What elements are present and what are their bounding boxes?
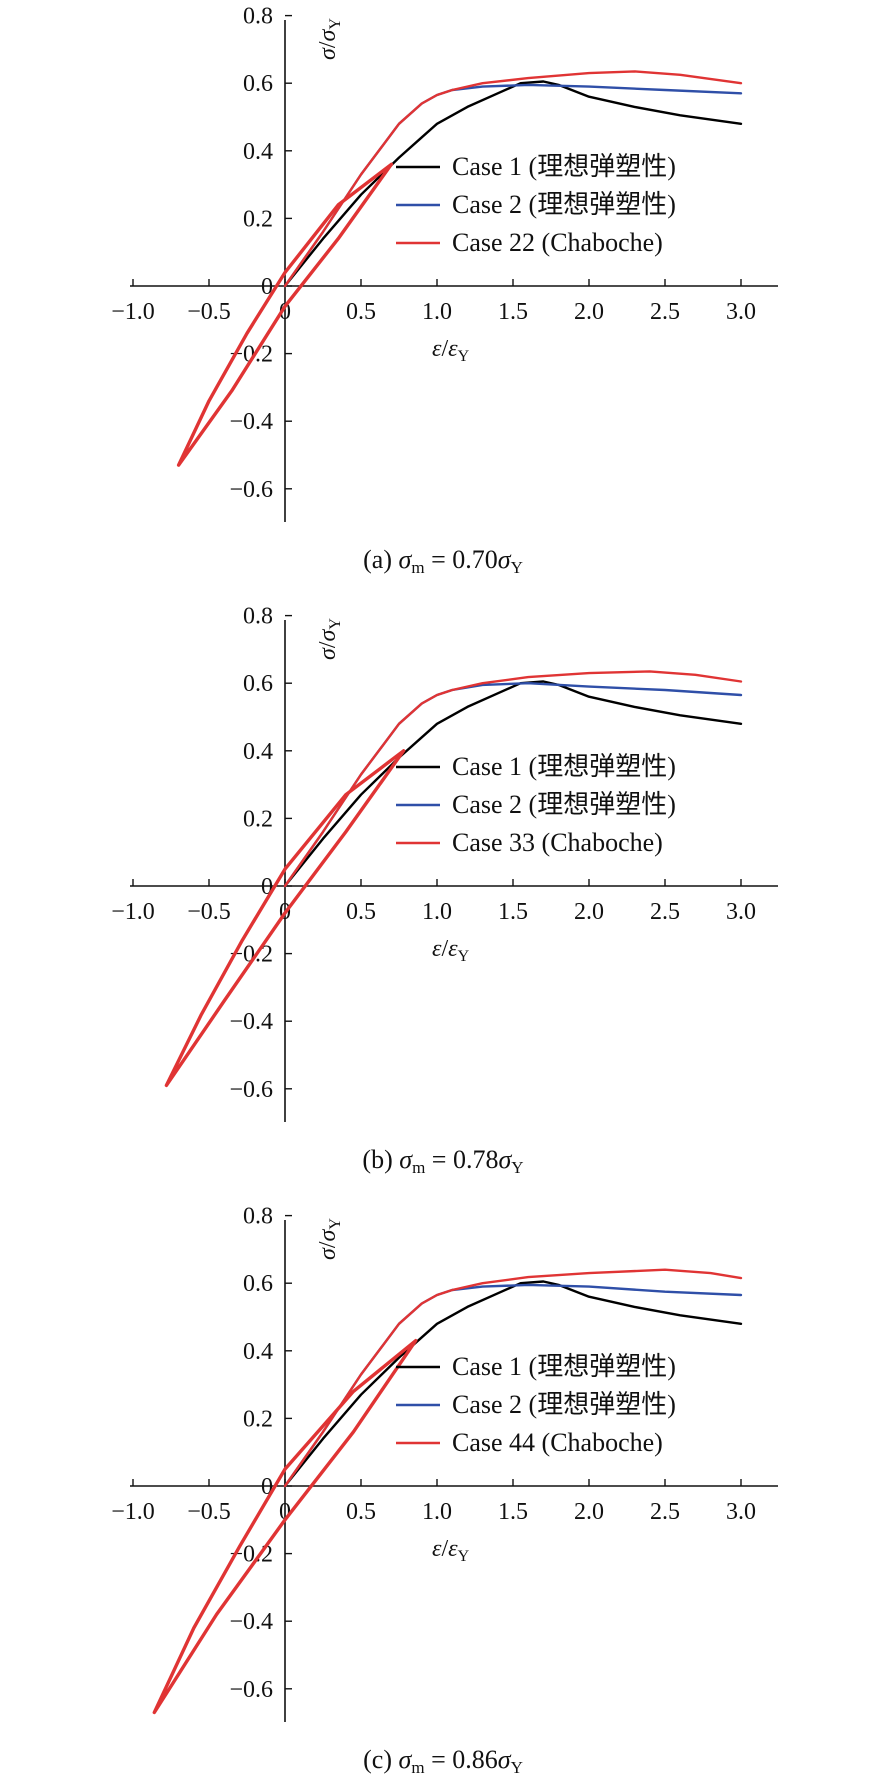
x-tick-label: 3.0 [726,1499,756,1525]
x-tick-label: −0.5 [187,299,231,325]
x-axis-label: ε/εY [432,1536,470,1565]
y-tick-label: 0.6 [243,671,273,697]
hysteresis-loop [176,162,394,467]
x-tick-label: −1.0 [111,899,155,925]
x-tick-label: 1.0 [422,1499,452,1525]
x-tick-label: 0.5 [346,299,376,325]
legend-label: Case 33 (Chaboche) [452,828,663,857]
series-line [283,80,743,288]
x-tick-label: 3.0 [726,899,756,925]
x-tick-label: 2.0 [574,299,604,325]
y-tick-label: 0.8 [243,1204,273,1230]
series-line [283,680,743,888]
x-tick-label: 3.0 [726,299,756,325]
panel-c: −1.0 −0.5 0 0.5 1.0 1.5 2.0 2.5 3.0−0.6−0.4−0.20… [111,1204,778,1777]
x-tick-label: 1.5 [498,1499,528,1525]
x-tick-label: −0.5 [187,1499,231,1525]
y-tick-label: −0.6 [229,1077,273,1103]
x-axis-label: ε/εY [432,336,470,365]
legend-label: Case 1 (理想弹塑性) [452,152,676,181]
y-tick-label: −0.6 [229,1677,273,1703]
x-tick-label: −1.0 [111,299,155,325]
series-line [283,70,743,288]
y-tick-label: −0.4 [229,1609,273,1635]
x-tick-label: −0.5 [187,899,231,925]
y-tick-label: 0.2 [243,1406,273,1432]
x-tick-label: 2.5 [650,1499,680,1525]
y-axis-label: σ/σY [315,1218,344,1260]
x-tick-label: 2.0 [574,899,604,925]
x-tick-label: 0.5 [346,899,376,925]
series-line [283,670,743,888]
panel-a: −1.0 −0.5 0 0.5 1.0 1.5 2.0 2.5 3.0−0.6−0.4−0.20… [111,4,778,577]
panel-caption: (c) σm = 0.86σY [363,1745,523,1777]
y-tick-label: 0.6 [243,71,273,97]
y-tick-label: 0.8 [243,604,273,630]
y-tick-label: −0.6 [229,477,273,503]
series-line [283,1268,743,1488]
y-tick-label: 0.8 [243,4,273,30]
x-tick-label: 0 [279,299,291,325]
panel-caption: (a) σm = 0.70σY [363,545,523,577]
x-tick-label: 2.5 [650,299,680,325]
y-tick-label: −0.4 [229,409,273,435]
x-tick-label: −1.0 [111,1499,155,1525]
y-axis-label: σ/σY [315,618,344,660]
y-tick-label: 0 [261,1474,273,1500]
panel-caption: (b) σm = 0.78σY [362,1145,523,1177]
legend-label: Case 1 (理想弹塑性) [452,1352,676,1381]
legend-label: Case 22 (Chaboche) [452,228,663,257]
y-tick-label: 0.2 [243,806,273,832]
legend-label: Case 1 (理想弹塑性) [452,752,676,781]
legend-label: Case 2 (理想弹塑性) [452,1390,676,1419]
x-tick-label: 2.5 [650,899,680,925]
legend-label: Case 2 (理想弹塑性) [452,790,676,819]
panel-b: −1.0 −0.5 0 0.5 1.0 1.5 2.0 2.5 3.0−0.6−0.4−0.20… [111,604,778,1177]
series-line [283,1280,743,1488]
x-tick-label: 1.5 [498,299,528,325]
legend-label: Case 44 (Chaboche) [452,1428,663,1457]
x-tick-label: 0.5 [346,1499,376,1525]
hysteresis-loop [164,749,406,1088]
y-tick-label: −0.4 [229,1009,273,1035]
x-tick-label: 2.0 [574,1499,604,1525]
y-tick-label: 0.2 [243,206,273,232]
y-tick-label: 0.4 [243,139,273,165]
y-tick-label: 0.6 [243,1271,273,1297]
hysteresis-loop [152,1338,418,1715]
y-tick-label: 0.4 [243,1339,273,1365]
y-tick-label: 0.4 [243,739,273,765]
x-tick-label: 1.0 [422,299,452,325]
legend-label: Case 2 (理想弹塑性) [452,190,676,219]
x-tick-label: 1.5 [498,899,528,925]
x-axis-label: ε/εY [432,936,470,965]
x-tick-label: 1.0 [422,899,452,925]
y-axis-label: σ/σY [315,18,344,60]
